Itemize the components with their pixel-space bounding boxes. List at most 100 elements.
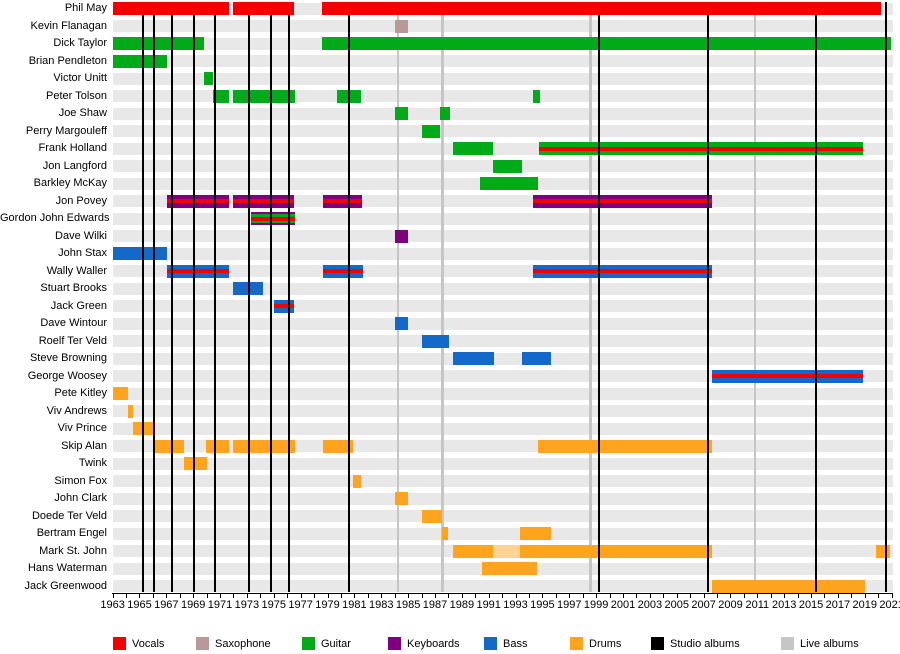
x-axis-year-label: 1985 [395,599,421,611]
studio-album-line [141,2,145,592]
row-band [112,125,893,138]
row-band [112,72,893,85]
timeline-bar [441,527,448,541]
timeline-bar [184,457,207,471]
timeline-bar [166,194,230,208]
studio-album-line [597,2,601,592]
x-axis-tick [394,594,396,598]
member-label: Victor Unitt [53,72,107,85]
x-axis-tick [166,594,168,598]
member-label: Dave Wilki [55,229,107,242]
x-axis-tick [609,594,611,598]
member-label: Jack Green [50,299,107,312]
x-axis-tick [220,594,222,598]
timeline-bar [712,579,866,593]
row-band [112,475,893,488]
legend-swatch-studio_album [651,637,664,650]
x-axis-tick [811,594,813,598]
legend-swatch-guitar [302,637,315,650]
x-axis-year-label: 2007 [691,599,716,611]
x-axis-tick [327,594,329,598]
row-band [112,370,893,383]
legend-label: Drums [589,638,622,650]
vocals-stripe [712,374,864,379]
member-label: Jon Povey [55,194,107,207]
x-axis-tick [246,594,248,598]
x-axis-tick [421,594,423,598]
x-axis-year-label: 1977 [288,599,313,611]
row-band [112,20,893,33]
vocals-stripe [232,199,295,204]
member-label: Doede Ter Veld [31,509,107,522]
row-band [112,440,893,453]
vocals-stripe [166,269,230,274]
timeline-bar [205,439,230,453]
x-axis-year-label: 2013 [771,599,797,611]
x-axis-tick [878,594,880,598]
legend-swatch-vocals [113,637,126,650]
x-axis-tick [381,594,383,598]
member-label: Peter Tolson [46,89,107,102]
timeline-bar [421,509,442,523]
x-axis-tick [663,594,665,598]
x-axis-year-label: 1973 [234,599,260,611]
x-axis-tick [340,594,342,598]
member-label: Roelf Ter Veld [38,334,107,347]
legend-label: Studio albums [670,638,740,650]
vocals-stripe [533,269,713,274]
row-band [112,580,893,593]
x-axis-tick [851,594,853,598]
x-axis-tick [434,594,436,598]
timeline-bar [395,317,408,331]
x-axis-tick [569,594,571,598]
x-axis-year-label: 2011 [745,599,770,611]
member-label: Simon Fox [54,474,107,487]
live-album-line [441,2,444,592]
member-label: Barkley McKay [33,177,107,190]
live-album-line [589,2,592,592]
studio-album-line [706,2,710,592]
x-axis-year-label: 1979 [315,599,340,611]
member-label: Wally Waller [46,264,107,277]
timeline-bar [479,177,538,191]
timeline-bar [712,369,864,383]
x-axis-tick [408,594,410,598]
timeline-bar [452,142,493,156]
vocals-stripe [250,216,295,221]
x-axis-tick [690,594,692,598]
row-band [112,230,893,243]
x-axis-year-label: 1993 [503,599,528,611]
member-label: Kevin Flanagan [30,19,107,32]
legend-label: Live albums [800,638,859,650]
row-band [112,492,893,505]
x-axis-tick [891,594,893,598]
x-axis-year-label: 2003 [637,599,663,611]
timeline-bar [128,404,133,418]
x-axis-tick [649,594,651,598]
studio-album-line [287,2,291,592]
timeline-bar [539,142,864,156]
member-label: Bertram Engel [36,527,107,540]
x-axis-tick [112,594,114,598]
timeline-bar [421,334,449,348]
member-label: Mark St. John [39,544,107,557]
x-axis-tick [676,594,678,598]
x-axis-tick [837,594,839,598]
x-axis-line [112,592,893,595]
x-axis-tick [179,594,181,598]
timeline-bar [522,352,551,366]
studio-album-line [170,2,174,592]
timeline-bar [876,544,891,558]
studio-album-line [247,2,251,592]
x-axis-year-label: 2019 [852,599,878,611]
timeline-bar [322,264,363,278]
member-label: Twink [78,457,107,470]
x-axis-tick [193,594,195,598]
legend-swatch-live_album [781,637,794,650]
x-axis-tick [367,594,369,598]
studio-album-line [884,2,888,592]
live-album-line [753,2,757,592]
member-label: Viv Prince [57,422,107,435]
x-axis-tick [542,594,544,598]
